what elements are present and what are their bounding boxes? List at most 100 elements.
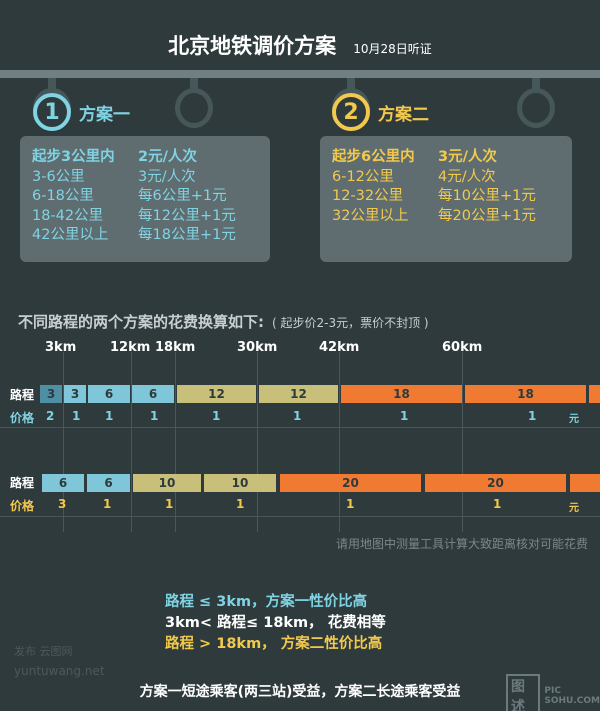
plan2-price-step: 1 — [236, 497, 245, 511]
plan1-price: 3元/人次 — [138, 168, 196, 185]
plan1-price: 每18公里+1元 — [138, 227, 236, 243]
km-gridline — [63, 352, 64, 532]
plan2-range: 起步6公里内 — [332, 149, 415, 165]
plan2-price: 每10公里+1元 — [438, 188, 536, 204]
plan1-row: 6-18公里 每6公里+1元 — [32, 187, 258, 207]
plan1-range: 3-6公里 — [32, 168, 85, 185]
plan1-price-step: 1 — [150, 409, 159, 423]
plan1-row: 起步3公里内 2元/人次 — [32, 148, 258, 168]
plan1-price-step: 2 — [46, 409, 55, 423]
bottom-conclusion: 方案一短途乘客(两三站)受益，方案二长途乘客受益 — [139, 684, 461, 700]
plan1-price: 每6公里+1元 — [138, 188, 227, 204]
plan2-row: 32公里以上 每20公里+1元 — [332, 207, 560, 227]
km-gridline — [131, 352, 132, 532]
plan2-name: 方案二 — [378, 104, 429, 125]
plan2-range: 12-32公里 — [332, 188, 404, 204]
km-tick-label: 3km — [45, 340, 77, 355]
row-divider — [0, 427, 600, 428]
plan1-header: 1 方案一 — [33, 93, 130, 131]
plan1-price-step: 1 — [293, 409, 302, 423]
plan1-price-unit: 元 — [569, 414, 579, 425]
plan1-name: 方案一 — [79, 104, 130, 125]
watermark-publisher: 发布 云图网 — [14, 645, 73, 658]
footnote: 请用地图中测量工具计算大致距离核对可能花费 — [335, 537, 588, 551]
handle-stem — [48, 78, 56, 92]
km-tick-label: 30km — [237, 340, 278, 355]
plan2-row: 起步6公里内 3元/人次 — [332, 148, 560, 168]
plan1-price: 2元/人次 — [138, 149, 197, 165]
subway-handle-icon — [175, 88, 213, 128]
summary-line-3: 路程 > 18km， 方案二性价比高 — [165, 636, 383, 652]
plan2-segment: 10 — [133, 474, 201, 492]
plan1-row: 3-6公里 3元/人次 — [32, 168, 258, 188]
plan2-header: 2 方案二 — [332, 93, 429, 131]
compare-note: ( 起步价2-3元，票价不封顶 ) — [272, 316, 429, 330]
watermark-site: yuntuwang.net — [14, 664, 105, 678]
logo-box: 图述 — [506, 674, 541, 711]
plan1-segment: 12 — [177, 385, 256, 403]
plan1-range: 6-18公里 — [32, 188, 94, 204]
plan2-row: 6-12公里 4元/人次 — [332, 168, 560, 188]
price-row-label: 价格 — [10, 499, 35, 513]
plan2-price-step: 1 — [103, 497, 112, 511]
plan1-segment: 18 — [465, 385, 586, 403]
handle-stem — [190, 78, 198, 92]
plan2-price-step: 1 — [493, 497, 502, 511]
km-tick-label: 18km — [155, 340, 196, 355]
plan2-price-step: 1 — [165, 497, 174, 511]
km-gridline — [257, 352, 258, 532]
plan1-segment: 6 — [88, 385, 130, 403]
page-subtitle: 10月28日听证 — [353, 42, 432, 56]
page-title: 北京地铁调价方案 — [168, 34, 337, 58]
plan1-range: 42公里以上 — [32, 227, 109, 243]
plan1-card: 起步3公里内 2元/人次 3-6公里 3元/人次 6-18公里 每6公里+1元 18-… — [20, 136, 270, 262]
km-gridline — [339, 352, 340, 532]
plan2-segment: 6 — [42, 474, 84, 492]
plan1-segment-tail — [589, 385, 600, 403]
logo-text-line2: SOHU.COM — [544, 696, 600, 706]
plan1-segment: 18 — [341, 385, 462, 403]
plan1-row: 18-42公里 每12公里+1元 — [32, 207, 258, 227]
km-tick-label: 60km — [442, 340, 483, 355]
plan1-price-step: 1 — [72, 409, 81, 423]
distance-row-label: 路程 — [10, 476, 35, 490]
plan1-price-step: 1 — [212, 409, 221, 423]
plan2-row: 12-32公里 每10公里+1元 — [332, 187, 560, 207]
plan2-segment: 10 — [204, 474, 276, 492]
plan1-segment: 3 — [40, 385, 62, 403]
logo-text-line1: PIC — [544, 686, 561, 696]
plan1-segment: 6 — [132, 385, 174, 403]
handle-stem — [347, 78, 355, 92]
plan2-price: 每20公里+1元 — [438, 207, 536, 224]
plan1-row: 42公里以上 每18公里+1元 — [32, 226, 258, 246]
plan1-price-step: 1 — [528, 409, 537, 423]
plan2-price-step: 1 — [346, 497, 355, 511]
compare-title: 不同路程的两个方案的花费换算如下: ( 起步价2-3元，票价不封顶 ) — [18, 311, 429, 332]
km-gridline — [462, 352, 463, 532]
km-tick-label: 12km — [110, 340, 151, 355]
plan2-segment: 6 — [87, 474, 130, 492]
km-gridline — [175, 352, 176, 532]
plan1-price-step: 1 — [400, 409, 409, 423]
pic-sohu-logo: 图述 PIC SOHU.COM — [506, 674, 600, 711]
title-block: 北京地铁调价方案 10月28日听证 — [0, 30, 600, 60]
row-divider — [0, 516, 600, 517]
plan2-range: 6-12公里 — [332, 168, 394, 185]
plan2-price-step: 3 — [58, 497, 67, 511]
plan2-price-unit: 元 — [569, 503, 579, 514]
handle-stem — [532, 78, 540, 92]
km-tick-label: 42km — [319, 340, 360, 355]
subway-handle-icon — [517, 88, 555, 128]
plan1-segment: 12 — [259, 385, 338, 403]
plan2-price: 3元/人次 — [438, 149, 497, 165]
summary-line-1: 路程 ≤ 3km，方案一性价比高 — [165, 594, 368, 610]
plan1-range: 18-42公里 — [32, 207, 104, 224]
plan2-card: 起步6公里内 3元/人次 6-12公里 4元/人次 12-32公里 每10公里+1元 … — [320, 136, 572, 262]
compare-heading: 不同路程的两个方案的花费换算如下: — [18, 313, 265, 331]
summary-line-2: 3km< 路程≤ 18km， 花费相等 — [165, 615, 386, 631]
plan2-price: 4元/人次 — [438, 168, 496, 185]
plan2-segment-tail — [570, 474, 600, 492]
plan1-segment: 3 — [64, 385, 86, 403]
plan1-number-badge: 1 — [33, 93, 71, 131]
distance-row-label: 路程 — [10, 388, 35, 402]
